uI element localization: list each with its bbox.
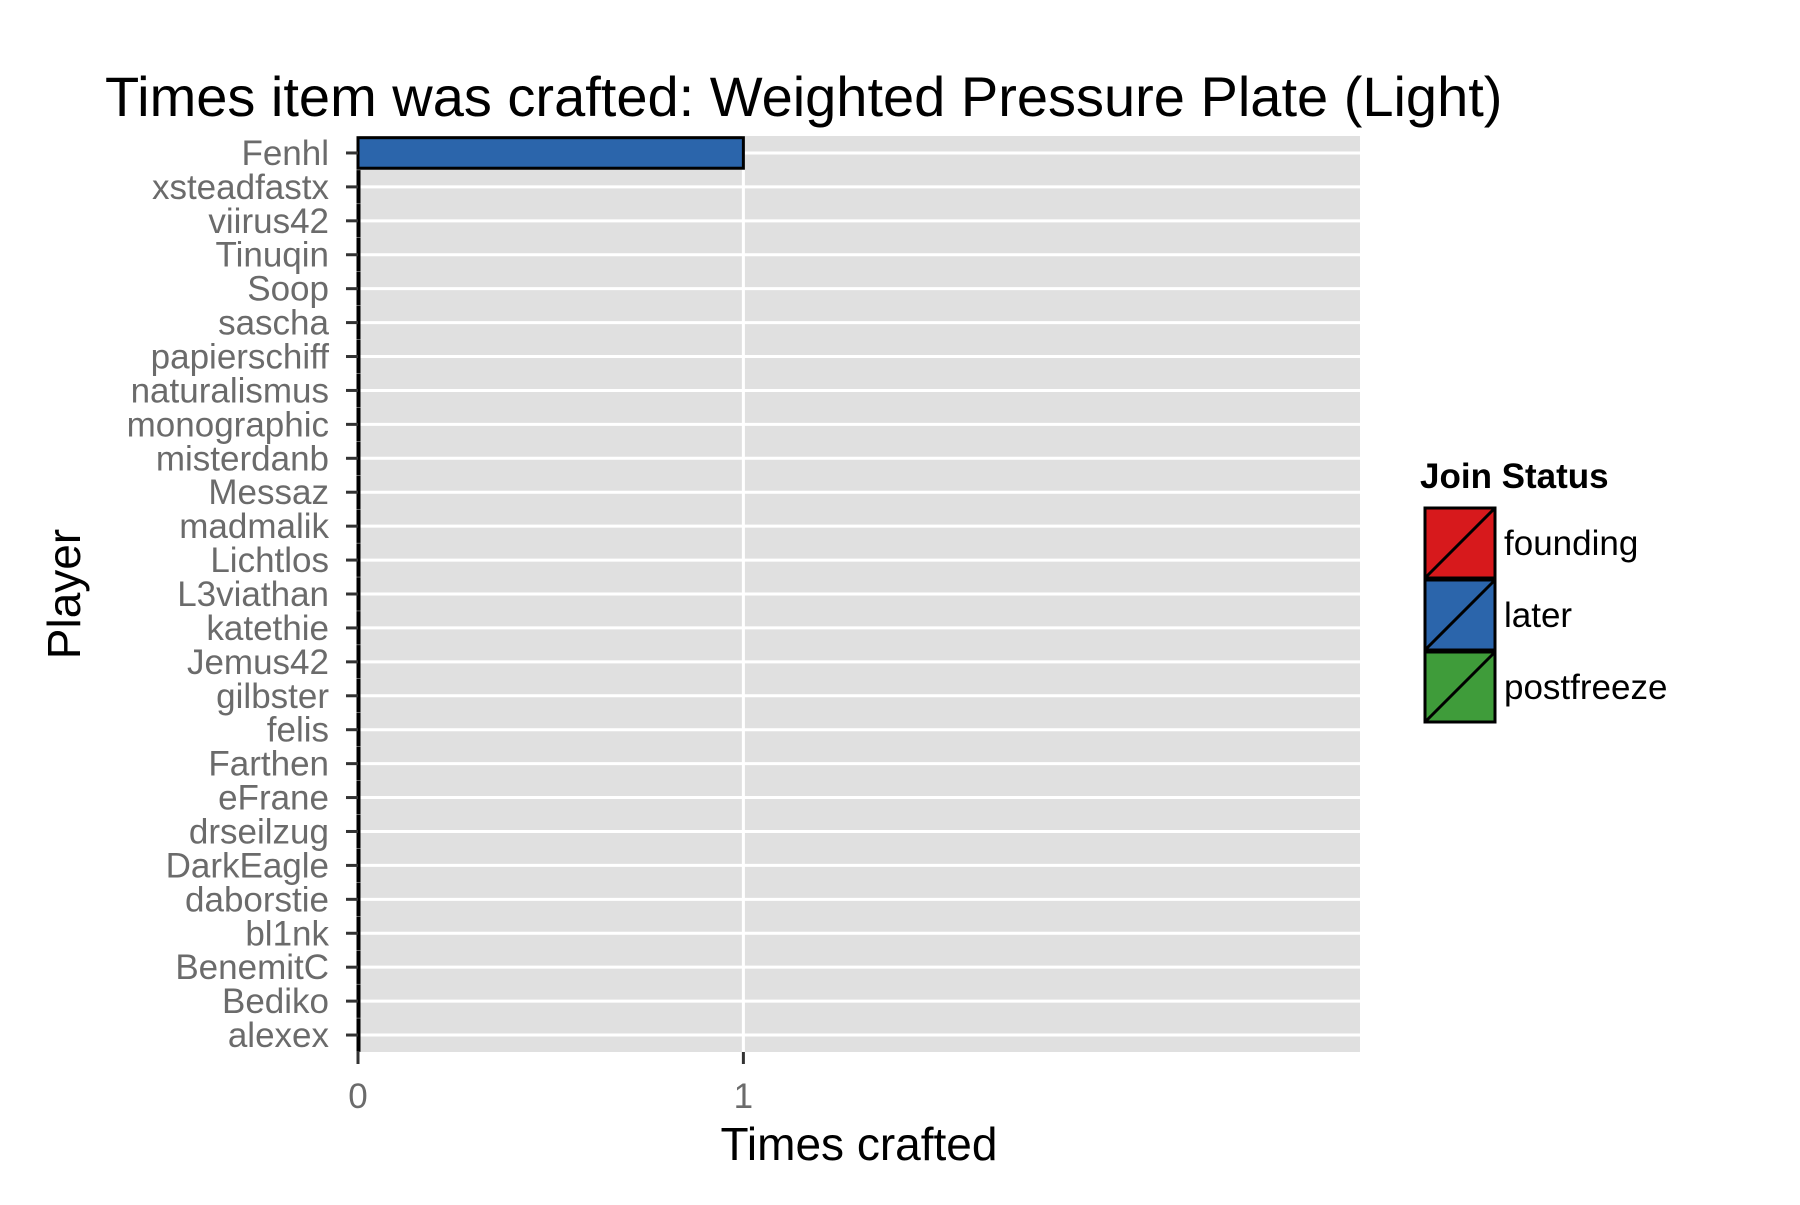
y-tick-label: Tinuqin bbox=[216, 236, 330, 275]
bar bbox=[356, 712, 361, 747]
bar bbox=[356, 848, 361, 883]
bar bbox=[356, 950, 361, 984]
bar bbox=[356, 509, 361, 543]
bar bbox=[356, 543, 361, 577]
chart-title: Times item was crafted: Weighted Pressur… bbox=[105, 65, 1502, 128]
bar bbox=[356, 611, 361, 645]
bar bbox=[356, 237, 361, 272]
y-tick-label: alexex bbox=[228, 1016, 330, 1055]
y-tick-label: Bediko bbox=[222, 982, 329, 1021]
bar bbox=[356, 407, 361, 442]
bar bbox=[356, 305, 361, 340]
y-tick-label: Lichtlos bbox=[210, 541, 329, 580]
bar bbox=[356, 882, 361, 917]
x-axis-title: Times crafted bbox=[721, 1118, 998, 1170]
y-tick-label: viirus42 bbox=[208, 202, 329, 241]
y-tick-label: Fenhl bbox=[241, 134, 329, 173]
bar bbox=[356, 441, 361, 476]
y-tick-label: katethie bbox=[206, 609, 329, 648]
y-tick-label: Jemus42 bbox=[187, 643, 329, 682]
y-tick-label: xsteadfastx bbox=[152, 168, 330, 207]
y-axis-title: Player bbox=[38, 529, 90, 659]
bar bbox=[356, 204, 361, 238]
bar bbox=[356, 984, 361, 1018]
y-axis: Fenhlxsteadfastxviirus42TinuqinSoopsasch… bbox=[127, 134, 358, 1055]
y-tick-label: gilbster bbox=[216, 677, 329, 716]
legend-label-founding: founding bbox=[1504, 524, 1638, 563]
bar bbox=[356, 475, 361, 509]
bar bbox=[356, 339, 361, 374]
bar bbox=[356, 170, 361, 204]
bar bbox=[356, 1018, 361, 1052]
y-tick-label: misterdanb bbox=[156, 439, 329, 478]
y-tick-label: madmalik bbox=[179, 507, 329, 546]
x-tick-label: 0 bbox=[348, 1077, 367, 1116]
legend-label-postfreeze: postfreeze bbox=[1504, 668, 1667, 707]
y-tick-label: BenemitC bbox=[175, 948, 329, 987]
bar bbox=[356, 373, 361, 408]
gridlines bbox=[356, 136, 1360, 1052]
bar bbox=[356, 814, 361, 849]
legend-label-later: later bbox=[1504, 596, 1572, 635]
y-tick-label: monographic bbox=[127, 405, 329, 444]
y-tick-label: L3viathan bbox=[177, 575, 329, 614]
y-tick-label: Messaz bbox=[208, 473, 329, 512]
y-tick-label: eFrane bbox=[218, 779, 329, 818]
y-tick-label: DarkEagle bbox=[166, 846, 329, 885]
y-tick-label: naturalismus bbox=[131, 371, 329, 410]
bar bbox=[356, 271, 361, 306]
bar bbox=[356, 645, 361, 679]
y-tick-label: papierschiff bbox=[151, 338, 330, 377]
y-tick-label: drseilzug bbox=[189, 812, 329, 851]
x-tick-label: 1 bbox=[734, 1077, 753, 1116]
legend-key-slash bbox=[1423, 650, 1497, 724]
bar bbox=[356, 577, 361, 611]
y-tick-label: felis bbox=[267, 711, 329, 750]
legend-title: Join Status bbox=[1420, 457, 1609, 496]
bar bbox=[356, 916, 361, 951]
y-tick-label: sascha bbox=[218, 304, 329, 343]
bar bbox=[356, 746, 361, 781]
bar bbox=[356, 136, 745, 170]
bar bbox=[356, 679, 361, 713]
y-tick-label: daborstie bbox=[185, 880, 329, 919]
y-tick-label: bl1nk bbox=[245, 914, 329, 953]
bar bbox=[356, 780, 361, 815]
legend: Join Status founding later postfreeze bbox=[1420, 457, 1667, 724]
y-tick-label: Farthen bbox=[208, 745, 329, 784]
legend-key-slash bbox=[1423, 578, 1497, 652]
legend-key-slash bbox=[1423, 506, 1497, 580]
y-tick-label: Soop bbox=[247, 270, 329, 309]
